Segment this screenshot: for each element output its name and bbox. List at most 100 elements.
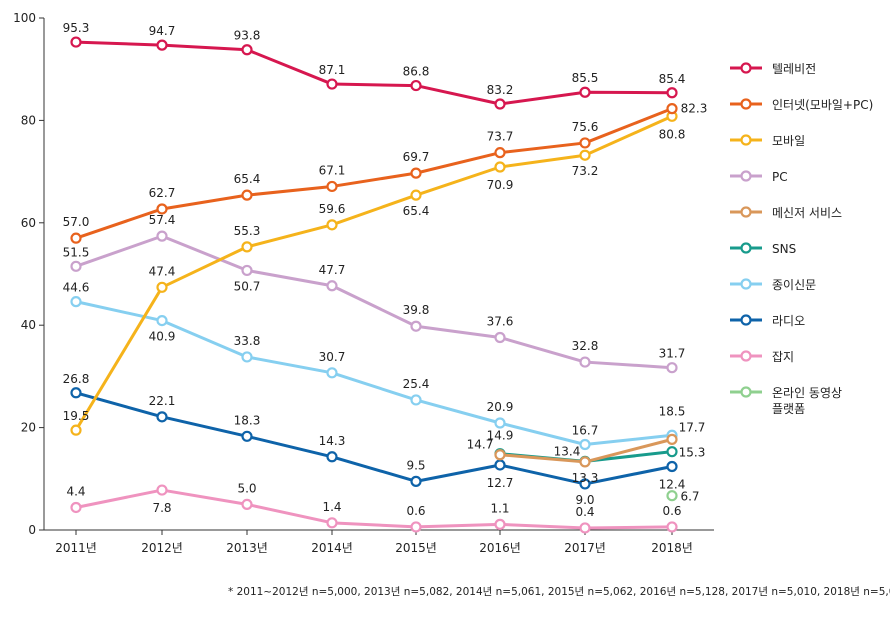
series-2-point: [326, 219, 338, 231]
y-tick-label: 100: [13, 11, 36, 25]
series-5-data-label: 15.3: [679, 446, 706, 460]
series-8-point: [666, 521, 678, 533]
series-4-point: [494, 449, 506, 461]
series-7-point: [579, 478, 591, 490]
legend-label: 잡지: [772, 350, 795, 364]
series-1-data-label: 73.7: [487, 130, 514, 144]
series-1-point: [494, 147, 506, 159]
series-3-data-label: 50.7: [234, 279, 261, 293]
series-2-point: [241, 241, 253, 253]
series-1-data-label: 62.7: [149, 186, 176, 200]
series-3-point: [579, 356, 591, 368]
x-tick-label: 2017년: [564, 541, 606, 555]
series-8-data-label: 4.4: [66, 484, 85, 498]
series-7-data-label: 12.7: [487, 476, 514, 490]
legend-swatch: [730, 98, 762, 110]
x-tick-label: 2012년: [141, 541, 183, 555]
series-9-point: [666, 490, 678, 502]
series-7-point: [70, 387, 82, 399]
series-1-data-label: 57.0: [63, 215, 90, 229]
series-3-line: [75, 234, 673, 370]
series-3-point: [241, 264, 253, 277]
series-3-data-label: 47.7: [319, 263, 346, 277]
series-6-point: [241, 351, 253, 363]
series-1-data-label: 75.6: [572, 120, 599, 134]
series-1-data-label: 67.1: [319, 163, 346, 177]
series-6-point: [579, 438, 591, 451]
series-8-point: [70, 501, 82, 514]
y-tick-label: 0: [28, 523, 36, 537]
series-8-data-label: 0.6: [406, 504, 425, 518]
series-7-data-label: 12.4: [659, 478, 686, 492]
series-1-data-label: 65.4: [234, 172, 261, 186]
series-3-data-label: 57.4: [149, 213, 176, 227]
series-2-data-label: 19.5: [63, 409, 90, 423]
series-8-data-label: 7.8: [152, 501, 171, 515]
legend-label: 메신저 서비스: [772, 206, 843, 220]
series-2-point: [494, 161, 506, 173]
legend-label: 온라인 동영상 플랫폼: [772, 386, 843, 416]
series-0-data-label: 85.5: [572, 71, 599, 85]
legend-swatch: [730, 170, 762, 182]
series-2-data-label: 70.9: [487, 178, 514, 192]
series-1-data-label: 69.7: [403, 150, 430, 164]
legend-item: 잡지: [728, 346, 888, 382]
x-tick-label: 2011년: [55, 541, 97, 555]
series-0-point: [666, 87, 678, 99]
legend-swatch: [730, 350, 762, 362]
series-1-point: [579, 137, 591, 149]
legend-swatch: [730, 242, 762, 254]
series-9-data-label: 6.7: [680, 490, 699, 504]
series-0-data-label: 93.8: [234, 29, 261, 43]
series-7-data-label: 9.5: [406, 458, 425, 472]
y-tick-label: 60: [21, 216, 36, 230]
y-tick-label: 20: [21, 421, 36, 435]
series-1-point: [666, 103, 678, 115]
series-0-point: [579, 86, 591, 98]
series-8-data-label: 0.6: [662, 504, 681, 518]
series-8-point: [241, 498, 253, 510]
series-2-data-label: 65.4: [403, 204, 430, 218]
series-6-point: [494, 417, 506, 429]
series-6-point: [410, 394, 422, 406]
series-3-point: [70, 260, 82, 272]
series-6-data-label: 30.7: [319, 350, 346, 364]
series-6-point: [156, 314, 168, 327]
legend-item: 모바일: [728, 130, 888, 166]
legend-label: 인터넷(모바일+PC): [772, 98, 874, 112]
y-tick-label: 40: [21, 318, 36, 332]
series-7-point: [156, 411, 168, 423]
x-tick-label: 2013년: [226, 541, 268, 555]
series-4-data-label: 17.7: [679, 420, 706, 434]
legend-item: 온라인 동영상 플랫폼: [728, 382, 888, 418]
legend-swatch: [730, 206, 762, 218]
series-1-point: [156, 203, 168, 215]
series-7-point: [241, 430, 253, 442]
series-3-point: [410, 320, 422, 332]
x-tick-label: 2018년: [651, 541, 693, 555]
series-1-point: [410, 167, 422, 179]
legend-label: 모바일: [772, 134, 806, 148]
series-7-line: [75, 391, 673, 486]
series-2-point: [579, 149, 591, 161]
series-5-data-label: 14.9: [487, 429, 514, 443]
series-8-line: [75, 488, 673, 530]
legend-label: 라디오: [772, 314, 806, 328]
legend-label: SNS: [772, 242, 797, 256]
series-0-data-label: 86.8: [403, 65, 430, 79]
series-5-data-label: 13.4: [554, 444, 581, 458]
series-7-data-label: 26.8: [63, 372, 90, 386]
series-7-point: [410, 475, 422, 487]
series-0-point: [156, 39, 168, 51]
series-0-point: [70, 36, 82, 48]
series-3-point: [494, 331, 506, 344]
legend-label: 종이신문: [772, 278, 817, 292]
series-7-point: [494, 459, 506, 471]
x-tick-label: 2015년: [395, 541, 437, 555]
series-6-data-label: 18.5: [659, 404, 686, 418]
series-3-data-label: 31.7: [659, 347, 686, 361]
legend-item: 텔레비전: [728, 58, 888, 94]
footnote: * 2011~2012년 n=5,000, 2013년 n=5,082, 201…: [228, 586, 890, 598]
series-3-data-label: 39.8: [403, 303, 430, 317]
